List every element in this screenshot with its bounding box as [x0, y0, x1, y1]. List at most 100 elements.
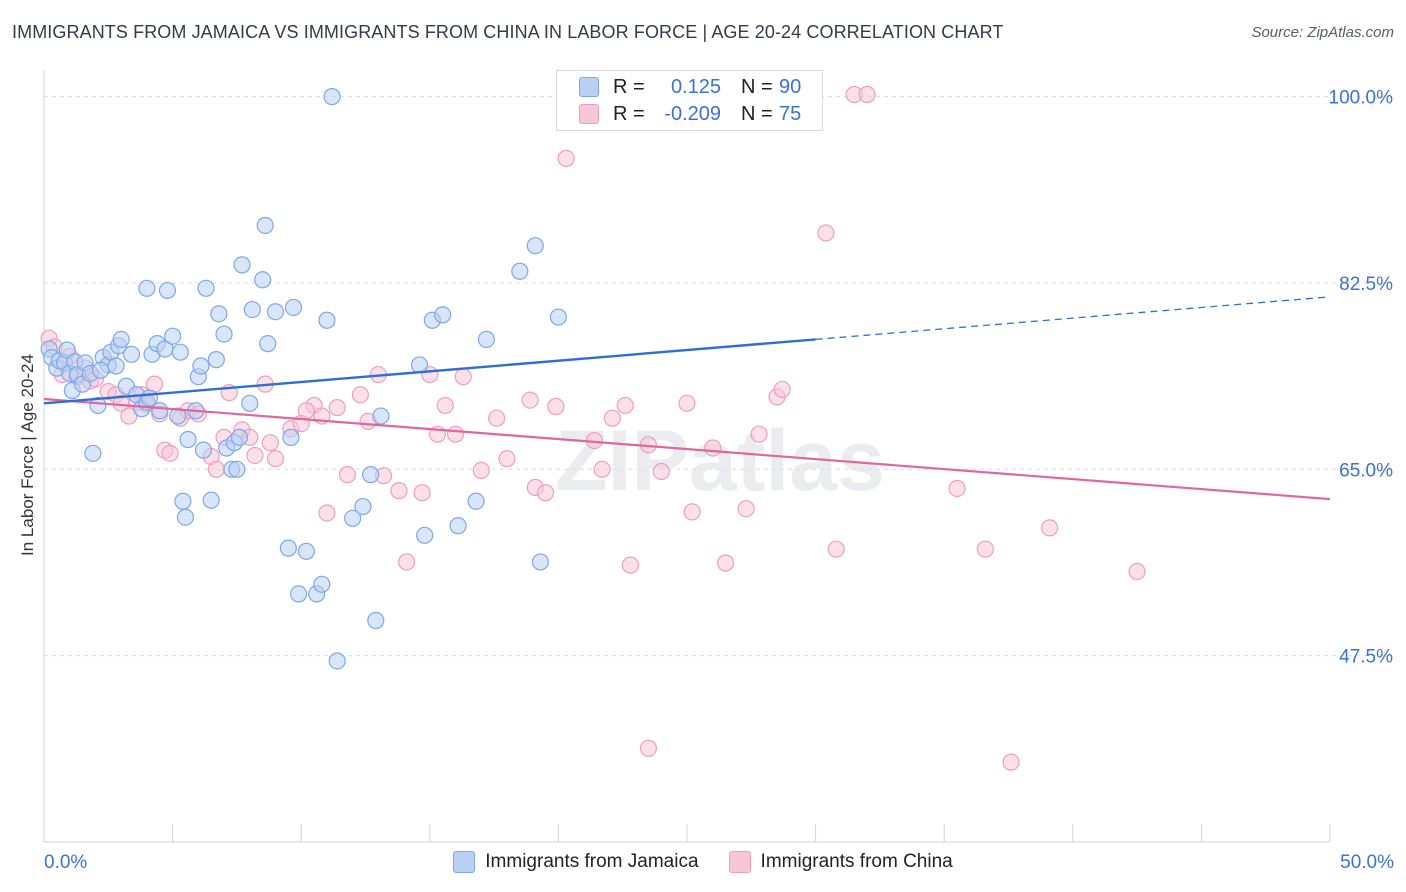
china-point	[716, 554, 735, 572]
y-tick-label: 47.5%	[1339, 647, 1393, 668]
jamaica-point	[215, 325, 233, 343]
y-tick-label: 100.0%	[1329, 88, 1394, 109]
series-jamaica-points	[40, 86, 634, 670]
jamaica-point	[176, 508, 195, 526]
jamaica-point	[151, 402, 169, 420]
y-axis-label: In Labor Force | Age 20-24	[18, 354, 37, 556]
china-point	[683, 503, 701, 521]
china-point	[704, 439, 722, 457]
jamaica-point	[313, 575, 331, 593]
china-point	[536, 484, 555, 502]
legend-row-jamaica: R = 0.125 N = 90	[579, 74, 801, 100]
china-point	[266, 450, 285, 468]
china-trend-line	[43, 397, 1331, 501]
china-point	[472, 461, 490, 479]
jamaica-point	[228, 460, 246, 478]
china-point	[948, 479, 966, 498]
jamaica-point	[259, 335, 277, 353]
jamaica-trend-extension	[815, 296, 1331, 341]
jamaica-point	[434, 306, 452, 324]
china-point	[621, 556, 640, 574]
jamaica-point	[210, 305, 228, 323]
x-tick-label-min: 0.0%	[44, 852, 88, 873]
jamaica-point	[279, 539, 297, 557]
jamaica-point	[122, 345, 141, 363]
china-point	[246, 446, 264, 465]
legend-n-value: 75	[779, 102, 802, 125]
legend-item-china: Immigrants from China	[728, 851, 953, 873]
china-point	[498, 450, 516, 468]
jamaica-point	[290, 585, 308, 603]
jamaica-point	[526, 237, 544, 255]
legend-label-china: Immigrants from China	[760, 851, 953, 872]
china-point	[773, 380, 791, 399]
jamaica-point	[467, 492, 485, 510]
china-point	[297, 402, 315, 420]
jamaica-point	[171, 343, 189, 361]
china-point	[858, 85, 876, 104]
jamaica-point	[174, 492, 192, 510]
china-point	[639, 739, 658, 757]
jamaica-point	[372, 407, 390, 425]
jamaica-point	[207, 351, 225, 369]
jamaica-point	[354, 497, 372, 516]
y-tick-label: 65.0%	[1339, 460, 1393, 481]
legend-n-label: N =	[741, 102, 773, 125]
stats-legend: R = 0.125 N = 90 R = -0.209 N = 75	[556, 70, 823, 131]
china-point	[318, 504, 336, 522]
grid-lines	[44, 96, 1392, 657]
y-tick-label: 82.5%	[1339, 274, 1393, 295]
china-point	[161, 444, 179, 462]
china-point	[328, 398, 346, 417]
jamaica-point	[362, 466, 380, 484]
legend-row-china: R = -0.209 N = 75	[579, 101, 801, 127]
china-point	[446, 425, 465, 443]
jamaica-point	[164, 327, 182, 345]
china-point	[454, 368, 472, 386]
jamaica-point	[367, 611, 385, 630]
jamaica-point	[138, 279, 156, 297]
jamaica-point	[449, 517, 467, 535]
china-point	[261, 434, 279, 452]
jamaica-point	[416, 526, 434, 544]
china-point	[1002, 753, 1020, 771]
legend-item-jamaica: Immigrants from Jamaica	[453, 851, 699, 873]
china-point	[827, 540, 845, 558]
china-point	[593, 460, 611, 478]
china-point	[603, 409, 622, 427]
jamaica-point	[192, 357, 210, 375]
jamaica-point	[344, 509, 362, 527]
jamaica-point	[531, 553, 549, 571]
china-point	[976, 540, 994, 558]
jamaica-point	[282, 428, 300, 446]
legend-r-label: R =	[613, 75, 645, 98]
china-point	[750, 425, 768, 443]
jamaica-point	[158, 281, 177, 300]
jamaica-point	[169, 407, 187, 425]
legend-swatch-china	[728, 851, 751, 873]
jamaica-point	[297, 542, 315, 560]
jamaica-point	[243, 300, 261, 319]
china-point	[207, 460, 225, 478]
trend-lines	[43, 296, 1331, 501]
chart-title: IMMIGRANTS FROM JAMAICA VS IMMIGRANTS FR…	[12, 22, 1004, 42]
jamaica-point	[549, 308, 568, 326]
jamaica-point	[241, 394, 259, 412]
china-point	[817, 224, 835, 242]
x-tick-label-max: 50.0%	[1340, 852, 1394, 873]
china-point	[678, 394, 696, 412]
china-point	[1041, 519, 1059, 537]
china-point	[488, 409, 506, 427]
china-point	[351, 386, 369, 404]
jamaica-point	[179, 430, 197, 449]
china-point	[390, 482, 408, 500]
jamaica-point	[323, 88, 341, 106]
china-point	[616, 396, 634, 415]
jamaica-point	[254, 271, 272, 289]
legend-r-value: -0.209	[664, 102, 721, 125]
legend-swatch-jamaica	[453, 851, 476, 873]
jamaica-point	[284, 298, 303, 317]
china-point	[521, 391, 539, 409]
legend-n-value: 90	[779, 75, 802, 98]
